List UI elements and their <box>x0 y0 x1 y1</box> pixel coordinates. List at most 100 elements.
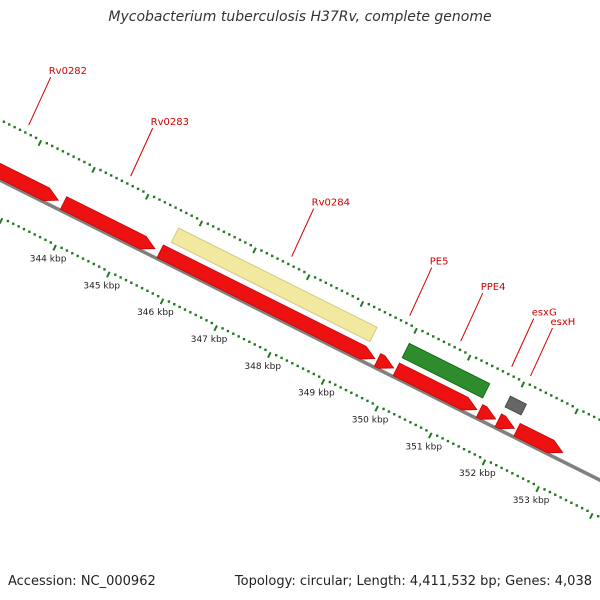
lower-tick-track-minor-tick <box>446 439 450 443</box>
gene-rv0284 <box>156 244 376 360</box>
upper-tick-track-minor-tick <box>598 418 600 421</box>
upper-tick-track-minor-tick <box>24 131 27 134</box>
upper-tick-track-minor-tick <box>431 335 435 338</box>
gene-label-leader <box>460 292 484 342</box>
upper-tick-track-minor-tick <box>383 311 387 314</box>
upper-tick-track-major-tick <box>252 247 257 254</box>
lower-tick-track-major-tick <box>159 298 165 305</box>
lower-tick-track-minor-tick <box>344 388 348 392</box>
lower-tick-track-minor-tick <box>393 413 396 416</box>
lower-tick-track-minor-tick <box>554 493 557 496</box>
lower-tick-track-minor-tick <box>339 386 342 389</box>
gene-label-leader <box>511 318 535 367</box>
tick-label-351: 351 kbp <box>405 442 442 452</box>
lower-tick-track-minor-tick <box>199 316 203 319</box>
gene-label-esxg: esxG <box>532 308 557 319</box>
lower-tick-track-major-tick <box>0 217 4 224</box>
lower-tick-track-minor-tick <box>156 294 160 298</box>
upper-tick-track-major-tick <box>91 166 96 174</box>
upper-tick-track-minor-tick <box>464 351 467 354</box>
upper-tick-track-minor-tick <box>18 128 22 132</box>
upper-tick-track-major-tick <box>574 408 579 415</box>
lower-tick-track-minor-tick <box>291 362 294 365</box>
upper-tick-track-minor-tick <box>566 402 569 405</box>
upper-tick-track-minor-tick <box>67 152 70 156</box>
lower-tick-track-minor-tick <box>285 359 289 362</box>
upper-tick-track-minor-tick <box>99 168 102 172</box>
lower-tick-track-minor-tick <box>49 241 53 244</box>
lower-tick-track-minor-tick <box>548 490 552 494</box>
upper-tick-track-minor-tick <box>582 410 585 413</box>
lower-tick-track-minor-tick <box>597 515 600 518</box>
upper-tick-track-minor-tick <box>426 332 430 335</box>
tick-label-353: 353 kbp <box>513 496 550 506</box>
lower-tick-track-minor-tick <box>452 442 455 445</box>
tick-label-348: 348 kbp <box>244 362 281 372</box>
upper-tick-track-minor-tick <box>126 182 129 185</box>
lower-tick-track-minor-tick <box>87 260 90 263</box>
upper-tick-track-minor-tick <box>335 286 338 290</box>
lower-tick-track-minor-tick <box>232 332 235 335</box>
upper-tick-track-minor-tick <box>163 201 167 204</box>
upper-tick-track-minor-tick <box>405 321 408 325</box>
lower-tick-track-minor-tick <box>425 429 428 432</box>
lower-tick-track-minor-tick <box>114 273 117 276</box>
lower-tick-track-minor-tick <box>140 286 144 290</box>
upper-tick-track-minor-tick <box>448 343 451 346</box>
gene-label-leader <box>530 327 553 377</box>
upper-tick-track-major-tick <box>359 300 365 308</box>
upper-tick-track-minor-tick <box>367 303 370 306</box>
lower-tick-track-major-tick <box>106 271 111 278</box>
lower-tick-track-minor-tick <box>264 348 267 352</box>
gene-ppe4 <box>392 362 478 411</box>
lower-tick-track-minor-tick <box>382 407 385 411</box>
upper-tick-track-minor-tick <box>34 136 38 140</box>
page-title: Mycobacterium tuberculosis H37Rv, comple… <box>108 9 492 25</box>
gene-label-rv0284: Rv0284 <box>312 198 350 209</box>
upper-tick-track-minor-tick <box>217 227 220 231</box>
lower-tick-track-minor-tick <box>130 281 133 284</box>
lower-tick-track-minor-tick <box>312 372 315 376</box>
lower-tick-track-minor-tick <box>280 356 283 360</box>
lower-tick-track-minor-tick <box>135 284 138 287</box>
lower-tick-track-minor-tick <box>468 450 471 454</box>
upper-tick-track-minor-tick <box>517 378 521 381</box>
lower-tick-track-minor-tick <box>173 303 176 306</box>
lower-tick-track-minor-tick <box>511 472 514 475</box>
upper-tick-track-minor-tick <box>260 249 263 252</box>
upper-tick-track-minor-tick <box>550 394 553 397</box>
upper-tick-track-minor-tick <box>115 176 118 180</box>
tick-label-349: 349 kbp <box>298 389 335 399</box>
lower-tick-track-minor-tick <box>189 311 192 314</box>
lower-tick-track-minor-tick <box>12 222 15 225</box>
upper-tick-track-minor-tick <box>592 415 596 419</box>
upper-tick-track-minor-tick <box>158 198 161 201</box>
lower-tick-track-minor-tick <box>210 321 214 325</box>
upper-tick-track-minor-tick <box>394 316 397 319</box>
upper-tick-track-minor-tick <box>206 222 210 225</box>
tick-label-352: 352 kbp <box>459 469 496 479</box>
upper-tick-track-minor-tick <box>372 305 376 309</box>
lower-tick-track-minor-tick <box>151 292 154 295</box>
upper-tick-track-minor-tick <box>512 375 515 378</box>
upper-tick-track-minor-tick <box>174 206 177 209</box>
upper-tick-track-minor-tick <box>61 150 65 153</box>
lower-tick-track-minor-tick <box>44 238 47 242</box>
upper-tick-track-minor-tick <box>453 345 456 349</box>
lower-tick-track-minor-tick <box>301 367 305 370</box>
upper-tick-track-minor-tick <box>131 184 134 188</box>
lower-tick-track-minor-tick <box>242 337 246 341</box>
upper-tick-track-minor-tick <box>356 297 360 301</box>
upper-tick-track-major-tick <box>144 193 150 200</box>
lower-tick-track-minor-tick <box>258 345 262 349</box>
upper-tick-track-major-tick <box>198 220 204 227</box>
lower-tick-track-minor-tick <box>237 335 240 338</box>
upper-tick-track-minor-tick <box>50 144 54 148</box>
upper-tick-track-minor-tick <box>233 235 236 239</box>
gene-rv0283 <box>59 196 156 250</box>
lower-tick-track-minor-tick <box>495 464 498 467</box>
upper-tick-track-minor-tick <box>244 241 247 244</box>
gene-esxg <box>475 404 497 420</box>
upper-tick-track-minor-tick <box>324 281 328 284</box>
lower-tick-track-minor-tick <box>521 477 525 480</box>
